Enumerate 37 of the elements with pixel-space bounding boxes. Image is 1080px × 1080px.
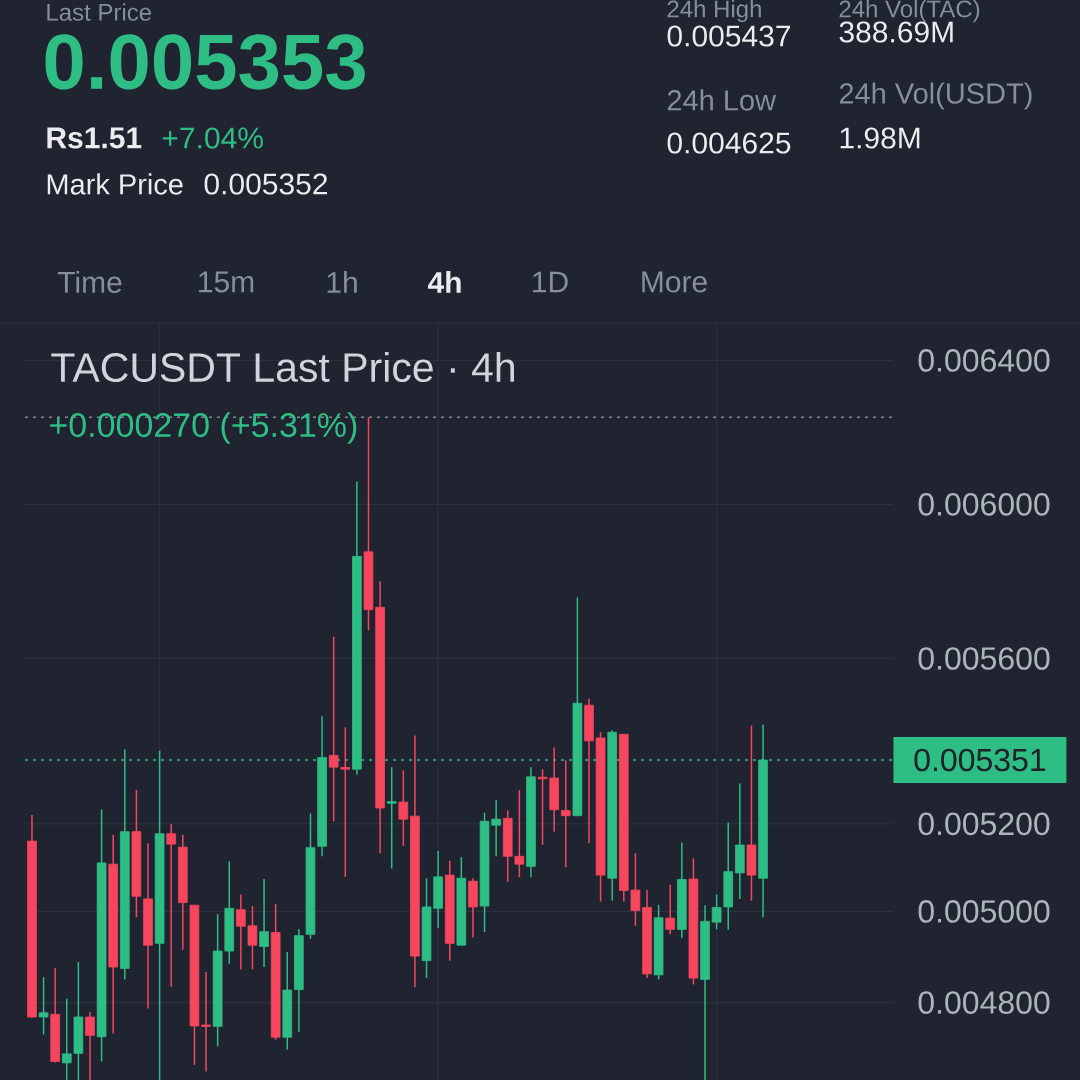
text: 24h High (667, 0, 761, 23)
candlestick (398, 769, 409, 847)
text: Last Price (47, 3, 152, 21)
y-tick-label: 0.005000 (918, 900, 1050, 923)
text: 15m (199, 271, 254, 293)
text: 24h Vol(USDT) (839, 82, 1032, 110)
y-tick-label: 0.005600 (918, 647, 1050, 670)
text: 1h (327, 271, 357, 293)
text: 24h Low (667, 89, 777, 111)
annotation: +0.000270 (+5.31%) (50, 412, 357, 444)
text: TACUSDT Last Price · 4h (51, 351, 514, 383)
text: More (642, 271, 707, 293)
candlestick (259, 878, 269, 968)
candlestick (386, 766, 397, 870)
text: Mark Price (47, 173, 183, 195)
candlestick (560, 759, 571, 868)
ref-line-label: 0.005351 (914, 748, 1046, 772)
y-tick-label: 0.004800 (918, 991, 1050, 1014)
text: 388.69M (839, 21, 953, 43)
y-tick-label: 0.005200 (918, 812, 1050, 836)
candlestick (166, 823, 177, 988)
candlestick (201, 971, 211, 1073)
candlestick (85, 1011, 95, 1080)
text: 1D (533, 271, 568, 293)
candlestick (665, 884, 676, 936)
text: Time (57, 270, 122, 293)
text: 0.004625 (667, 132, 791, 154)
text: 1.98M (840, 127, 920, 149)
y-tick-label: 0.006400 (918, 349, 1050, 372)
text: 4h (427, 271, 461, 293)
text: 0.005437 (667, 25, 791, 47)
text: Rs1.51 (47, 127, 142, 149)
text: 0.005353 (45, 34, 365, 90)
candlestick (38, 976, 49, 1036)
y-tick-label: 0.006000 (918, 493, 1050, 516)
text: 0.005352 (204, 173, 328, 195)
text: +7.04% (162, 127, 263, 149)
